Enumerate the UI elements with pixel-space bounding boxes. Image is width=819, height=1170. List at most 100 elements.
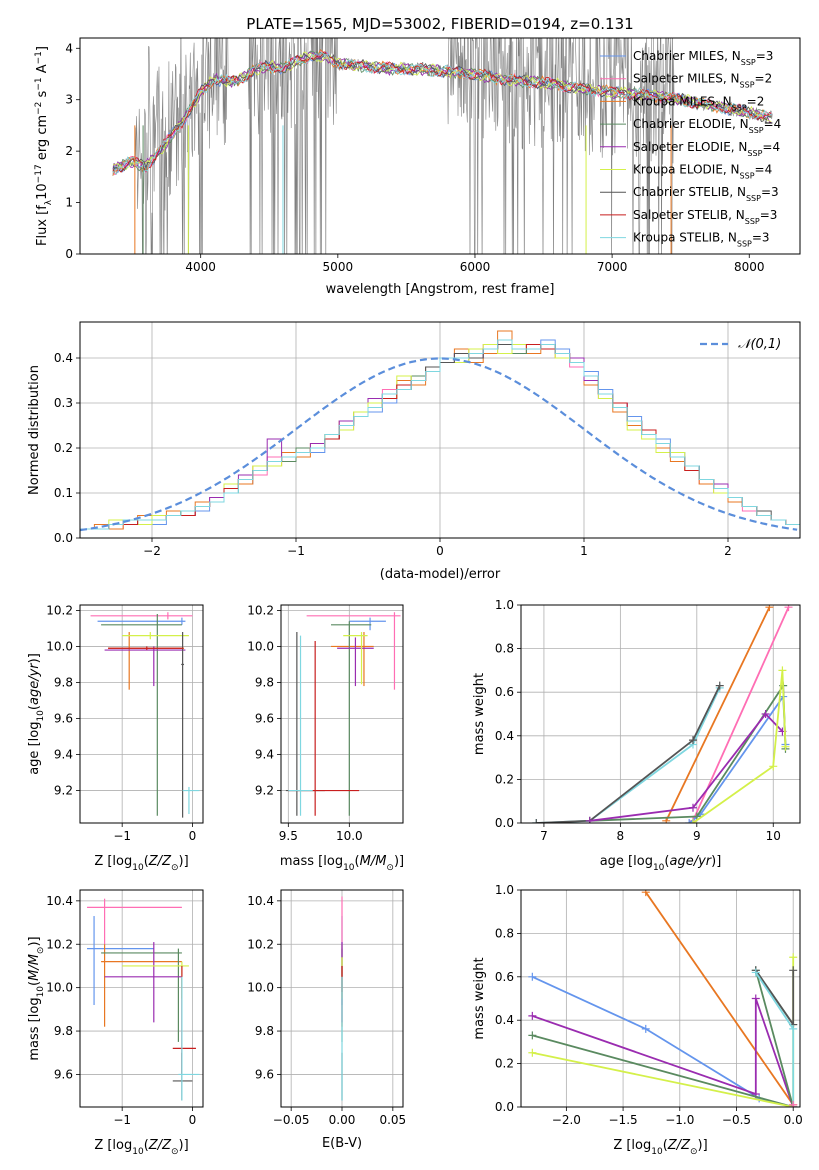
errorbar-point xyxy=(108,646,184,651)
y-tick-label: 9.6 xyxy=(255,1067,274,1081)
x-tick-label: 9.5 xyxy=(279,829,298,843)
y-tick-label: 10.2 xyxy=(46,603,73,617)
x-tick-label: 7000 xyxy=(597,260,628,274)
legend-label-text: Chabrier ELODIE, N xyxy=(633,117,749,131)
label-part: ⊙ xyxy=(171,863,179,873)
plot-area xyxy=(90,612,200,818)
legend-label-text: Kroupa ELODIE, N xyxy=(633,163,740,177)
grid xyxy=(521,604,800,824)
legend-label-eq: =2 xyxy=(755,72,773,86)
weight-marker xyxy=(528,972,537,981)
y-tick-label: 3 xyxy=(65,93,73,107)
x-tick-label: −1.5 xyxy=(609,1113,638,1127)
x-axis-label: mass [log10(M/M⊙)] xyxy=(280,854,404,873)
legend-label: Chabrier ELODIE, NSSP=4 xyxy=(633,117,781,135)
label-part: )] xyxy=(27,936,42,946)
weight-marker xyxy=(789,966,798,975)
x-tick-label: 0.00 xyxy=(329,1113,356,1127)
label-part: 10 xyxy=(36,710,46,722)
axes-frame xyxy=(520,889,801,1108)
legend-label-sub: SSP xyxy=(741,58,756,67)
plot-area xyxy=(532,605,793,823)
weight-marker xyxy=(641,1024,650,1033)
label-part: ( xyxy=(663,1138,668,1153)
spectrum-model-line xyxy=(112,51,772,175)
y-tick-label: 9.2 xyxy=(255,784,274,798)
errorbar-point xyxy=(343,632,368,685)
y-tick-label: 10.4 xyxy=(46,894,73,908)
y-tick-label: 0.2 xyxy=(495,772,514,786)
legend-label-sub: SSP xyxy=(747,148,762,157)
x-tick-label: −2 xyxy=(143,544,161,558)
y-tick-label: 1 xyxy=(65,196,73,210)
weight-marker xyxy=(528,1031,537,1040)
x-tick-label: −1.0 xyxy=(665,1113,694,1127)
plot-area xyxy=(285,612,401,816)
y-tick-label: 9.4 xyxy=(255,748,274,762)
label-part: 10 xyxy=(132,863,144,873)
y-tick-label: 9.8 xyxy=(54,675,73,689)
errorbar-point xyxy=(181,632,185,818)
y-tick-label: 10.0 xyxy=(247,981,274,995)
label-part: 10 xyxy=(343,863,355,873)
weight-marker xyxy=(784,605,793,612)
weight-marker xyxy=(641,890,650,897)
weight-marker xyxy=(751,968,760,977)
y-axis-label: age [log10(age/yr)] xyxy=(27,653,46,775)
label-part: age/yr xyxy=(669,854,712,869)
y-tick-label: 4 xyxy=(65,41,73,55)
errorbar-point xyxy=(104,646,186,687)
axes-frame xyxy=(79,604,204,824)
weight-marker xyxy=(789,1024,798,1033)
normal-curve xyxy=(80,357,798,532)
chart-age_vs_Z: −1 09.29.49.69.810.010.2Z [log10(Z/Z⊙)]ag… xyxy=(27,603,204,873)
weight-marker xyxy=(778,666,787,675)
errorbar-point xyxy=(172,1052,193,1101)
x-tick-label: −1 xyxy=(287,544,305,558)
x-tick-label: −1 xyxy=(113,1113,131,1127)
legend-label-text: Salpeter MILES, N xyxy=(633,72,740,86)
label-part: 10 xyxy=(651,1147,663,1157)
axes-frame xyxy=(280,604,404,824)
errorbar-point xyxy=(178,976,200,1101)
label-part: )] xyxy=(711,854,721,869)
x-tick-label: −0.05 xyxy=(273,1113,310,1127)
label-part: s xyxy=(35,90,50,101)
legend-label-eq: =3 xyxy=(760,208,778,222)
label-part: λ xyxy=(44,199,54,205)
label-part: ( xyxy=(27,981,42,986)
errorbar-point xyxy=(331,621,372,816)
chart-mass_vs_Z: −1 09.69.810.010.210.4Z [log10(Z/Z⊙)]mass… xyxy=(27,889,204,1157)
legend-label: Kroupa STELIB, NSSP=3 xyxy=(633,231,770,249)
x-tick-label: −2.0 xyxy=(552,1113,581,1127)
weight-marker xyxy=(781,742,790,751)
x-tick-label: 6000 xyxy=(460,260,491,274)
weight-marker xyxy=(685,819,694,823)
legend-label: Kroupa ELODIE, NSSP=4 xyxy=(633,163,772,181)
errorbar-point xyxy=(288,641,360,816)
plot-area xyxy=(112,38,773,254)
y-tick-label: 10.2 xyxy=(247,937,274,951)
label-part: M/M xyxy=(27,954,42,981)
y-tick-label: 0.6 xyxy=(495,685,514,699)
label-part: Z [log xyxy=(613,1138,651,1153)
weight-series-line xyxy=(589,682,787,822)
errorbar-point xyxy=(101,614,182,816)
label-part: mass [log xyxy=(280,854,343,869)
plot-area xyxy=(528,890,798,1107)
x-axis-label: E(B-V) xyxy=(322,1136,362,1151)
y-axis-label: mass weight xyxy=(472,673,487,755)
label-part: Z/Z xyxy=(667,1138,691,1153)
y-tick-label: 0.6 xyxy=(495,970,514,984)
legend-label: Chabrier MILES, NSSP=3 xyxy=(633,49,773,67)
legend-label: Kroupa MILES, NSSP=2 xyxy=(633,94,764,112)
x-tick-label: 8 xyxy=(617,829,625,843)
errorbar-point xyxy=(288,635,313,816)
legend-label-sub: SSP xyxy=(749,126,764,135)
y-tick-label: 10.4 xyxy=(247,894,274,908)
label-part: ( xyxy=(355,854,360,869)
label-part: age [log xyxy=(27,722,42,775)
axes-frame xyxy=(520,604,801,824)
y-tick-label: 9.6 xyxy=(54,712,73,726)
